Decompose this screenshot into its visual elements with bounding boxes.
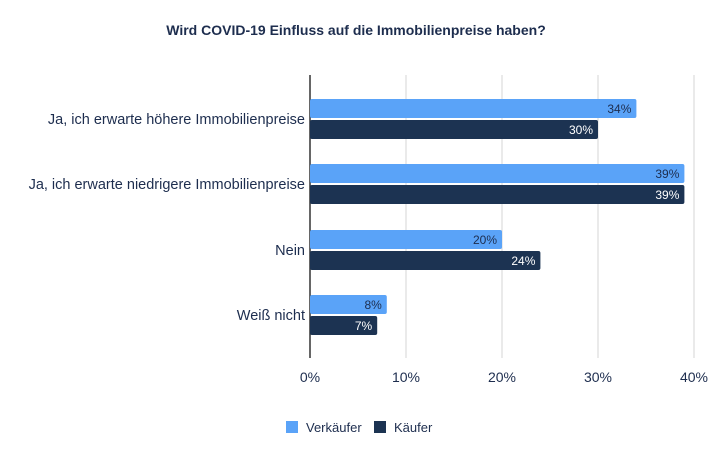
category-label: Weiß nicht xyxy=(237,308,305,324)
category-label: Ja, ich erwarte höhere Immobilienpreise xyxy=(48,112,305,128)
x-tick-label: 0% xyxy=(300,369,320,385)
chart-title: Wird COVID-19 Einfluss auf die Immobilie… xyxy=(166,22,546,38)
bar-verkaeufer xyxy=(310,164,685,183)
data-label: 24% xyxy=(511,254,535,268)
bar-kaeufer xyxy=(310,185,685,204)
legend-label: Käufer xyxy=(394,420,433,435)
legend-swatch-verkaeufer xyxy=(286,421,298,433)
data-label: 7% xyxy=(355,319,373,333)
x-tick-label: 30% xyxy=(584,369,612,385)
category-label: Ja, ich erwarte niedrigere Immobilienpre… xyxy=(29,177,305,193)
data-label: 34% xyxy=(607,102,631,116)
x-tick-label: 40% xyxy=(680,369,708,385)
data-label: 30% xyxy=(569,123,593,137)
x-tick-label: 10% xyxy=(392,369,420,385)
data-label: 39% xyxy=(655,188,679,202)
x-tick-label: 20% xyxy=(488,369,516,385)
bar-verkaeufer xyxy=(310,230,502,249)
legend-label: Verkäufer xyxy=(306,420,362,435)
category-label: Nein xyxy=(275,243,305,259)
bar-kaeufer xyxy=(310,120,598,139)
bar-kaeufer xyxy=(310,251,541,270)
bar-verkaeufer xyxy=(310,99,637,118)
bar-kaeufer xyxy=(310,316,378,335)
data-label: 8% xyxy=(364,298,382,312)
data-label: 39% xyxy=(655,167,679,181)
bar-verkaeufer xyxy=(310,295,387,314)
legend-swatch-kaeufer xyxy=(374,421,386,433)
data-label: 20% xyxy=(473,233,497,247)
